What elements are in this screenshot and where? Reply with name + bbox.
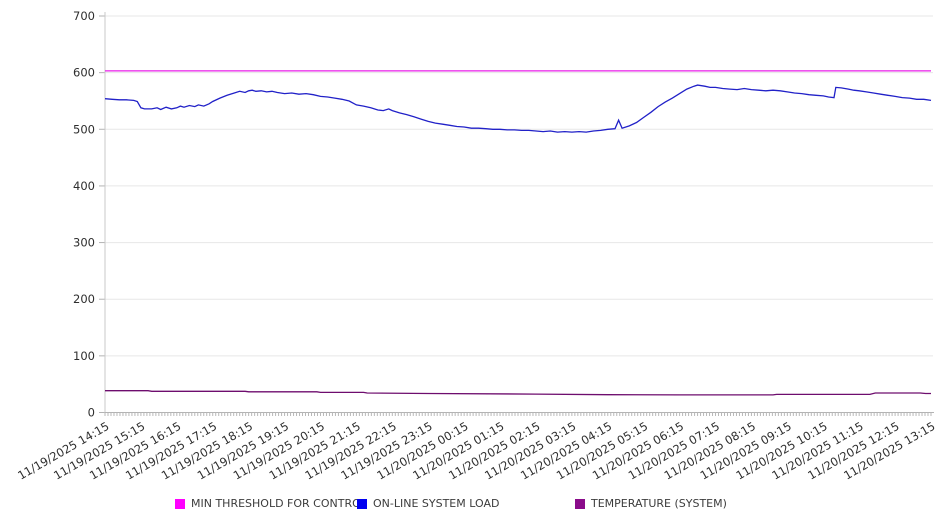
legend-item-min-threshold: MIN THRESHOLD FOR CONTROL xyxy=(175,497,367,510)
y-tick-label: 300 xyxy=(73,236,95,250)
y-tick-label: 400 xyxy=(73,179,95,193)
legend-swatch-online-system-load-icon xyxy=(357,498,367,509)
y-tick-label: 600 xyxy=(73,66,95,80)
y-tick-label: 200 xyxy=(73,292,95,306)
legend-label-min-threshold: MIN THRESHOLD FOR CONTROL xyxy=(191,497,367,510)
legend-item-online-system-load: ON-LINE SYSTEM LOAD xyxy=(357,497,499,510)
legend-item-temperature-system: TEMPERATURE (SYSTEM) xyxy=(575,497,727,510)
legend-label-online-system-load: ON-LINE SYSTEM LOAD xyxy=(373,497,500,510)
series-line-1 xyxy=(104,84,932,133)
y-tick-label: 100 xyxy=(73,349,95,363)
legend-swatch-min-threshold-icon xyxy=(175,498,185,509)
y-tick-label: 500 xyxy=(73,122,95,136)
y-tick-label: 0 xyxy=(88,406,95,420)
legend-swatch-temperature-system-icon xyxy=(575,498,585,509)
series-line-2 xyxy=(105,390,931,396)
legend-label-temperature-system: TEMPERATURE (SYSTEM) xyxy=(591,497,727,510)
y-tick-label: 700 xyxy=(73,9,95,23)
